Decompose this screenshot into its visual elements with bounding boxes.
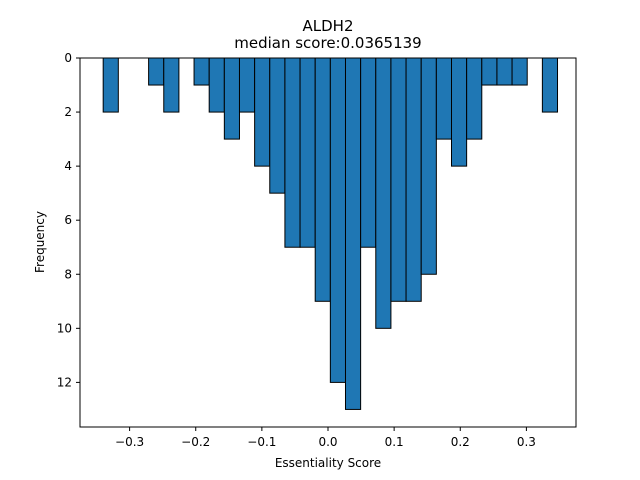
y-axis-ticks: 0 2 4 6 8 10 12 (57, 51, 80, 389)
x-tick-label-6: 0.3 (517, 435, 536, 449)
x-axis-label: Essentiality Score (275, 456, 381, 470)
histogram-bar-12 (329, 57, 346, 383)
x-tick-label-3: 0.0 (318, 435, 337, 449)
histogram-bar-18 (420, 57, 437, 275)
histogram-bar-1 (148, 57, 165, 86)
y-tick-label-5: 10 (57, 321, 72, 335)
histogram-bar-8 (269, 57, 286, 194)
histogram-bar-13 (344, 57, 362, 410)
x-axis-ticks: −0.3 −0.2 −0.1 0.0 0.1 0.2 0.3 (115, 427, 536, 449)
histogram-bar-21 (466, 57, 483, 140)
histogram-bar-23 (496, 57, 513, 86)
y-tick-label-4: 8 (64, 267, 72, 281)
x-tick-label-5: 0.2 (451, 435, 470, 449)
histogram-bar-22 (481, 57, 498, 86)
chart-subtitle: median score:0.0365139 (234, 34, 421, 52)
y-tick-label-2: 4 (64, 159, 72, 173)
y-tick-label-6: 12 (57, 375, 72, 389)
histogram-bar-20 (451, 57, 468, 167)
histogram-bar-5 (223, 57, 240, 140)
histogram-bar-3 (193, 57, 210, 86)
histogram-bar-10 (299, 57, 316, 248)
histogram-bar-4 (208, 57, 225, 113)
histogram-bar-24 (511, 57, 528, 86)
x-tick-label-1: −0.2 (181, 435, 210, 449)
histogram-bar-19 (435, 57, 452, 140)
y-tick-label-3: 6 (64, 213, 72, 227)
histogram-bar-25 (541, 57, 559, 113)
chart-title: ALDH2 (303, 17, 354, 35)
histogram-bar-2 (163, 57, 180, 113)
y-tick-label-1: 2 (64, 105, 72, 119)
histogram-bar-17 (405, 57, 422, 302)
x-tick-label-2: −0.1 (247, 435, 276, 449)
histogram-bar-9 (284, 57, 301, 248)
histogram-bar-0 (102, 57, 119, 113)
x-tick-label-0: −0.3 (115, 435, 144, 449)
bars-group (102, 57, 559, 410)
histogram-bar-15 (375, 57, 392, 329)
histogram-bar-6 (238, 57, 256, 113)
histogram-bar-11 (314, 57, 331, 302)
histogram-bar-16 (390, 57, 407, 302)
histogram-bar-7 (254, 57, 271, 167)
plot-frame (79, 57, 577, 428)
y-tick-label-0: 0 (64, 51, 72, 65)
x-tick-label-4: 0.1 (385, 435, 404, 449)
histogram-bar-14 (360, 57, 377, 248)
y-axis-label: Frequency (33, 211, 47, 273)
